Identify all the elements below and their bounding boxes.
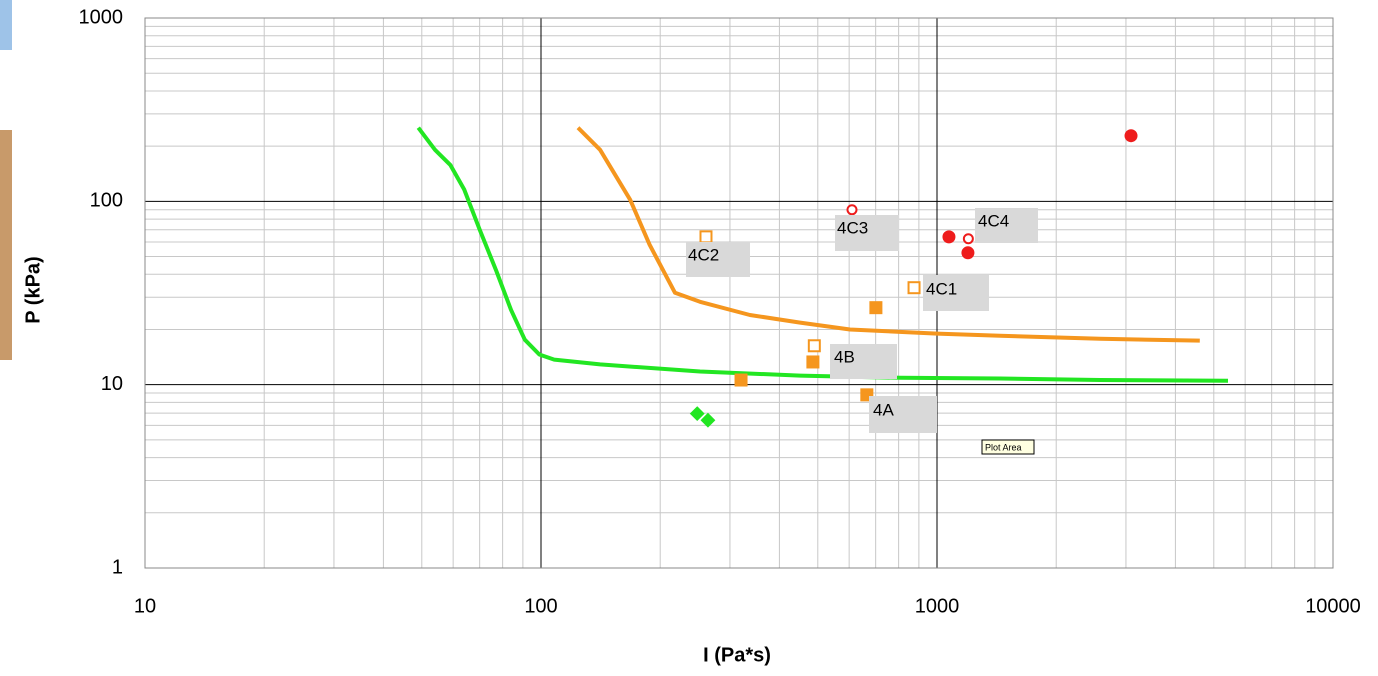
point	[806, 355, 820, 369]
annotation-box	[923, 275, 989, 311]
side-image	[0, 0, 12, 50]
annotation-box	[975, 208, 1038, 243]
y-axis-title: P (kPa)	[22, 256, 44, 323]
annotation-box	[830, 344, 897, 379]
annotation: 4A	[873, 400, 894, 419]
side-image	[0, 130, 12, 360]
point	[860, 388, 874, 402]
annotation: 4C4	[978, 211, 1009, 230]
marks: 4C2 4C3 4C4 4C1 4B 4A	[416, 126, 1229, 433]
line	[416, 126, 1229, 383]
annotation-box	[686, 242, 750, 277]
point	[1124, 129, 1138, 143]
y-tick-label: 1000	[79, 6, 124, 28]
annotation: 4C1	[926, 279, 957, 298]
x-tick-label: 10	[134, 595, 156, 617]
point	[869, 301, 883, 315]
line	[576, 126, 1200, 343]
x-tick-label: 100	[524, 595, 557, 617]
plot-border	[144, 17, 1334, 569]
annotation: 4C3	[837, 218, 868, 237]
annotation: 4C2	[688, 245, 719, 264]
tooltip: Plot Area	[985, 442, 1022, 452]
point	[807, 339, 821, 353]
point	[700, 412, 716, 428]
point	[734, 373, 748, 387]
x-tick-label: 10000	[1305, 595, 1361, 617]
point	[942, 230, 956, 244]
annotation: 4B	[834, 347, 855, 366]
x-tick-label: 1000	[915, 595, 960, 617]
y-tick-label: 10	[101, 373, 123, 395]
y-tick-label: 1	[112, 556, 123, 578]
annotation-box	[835, 215, 899, 251]
plot-area	[145, 18, 1333, 568]
grid	[144, 17, 1334, 569]
tooltip-box	[981, 439, 1035, 455]
point	[689, 406, 705, 422]
point	[907, 281, 921, 295]
y-tick-label: 100	[90, 190, 123, 212]
point	[699, 230, 713, 244]
point	[961, 246, 975, 260]
point	[846, 204, 858, 216]
annotation-box	[869, 396, 937, 433]
point	[962, 233, 974, 245]
x-axis-title: I (Pa*s)	[703, 644, 771, 666]
